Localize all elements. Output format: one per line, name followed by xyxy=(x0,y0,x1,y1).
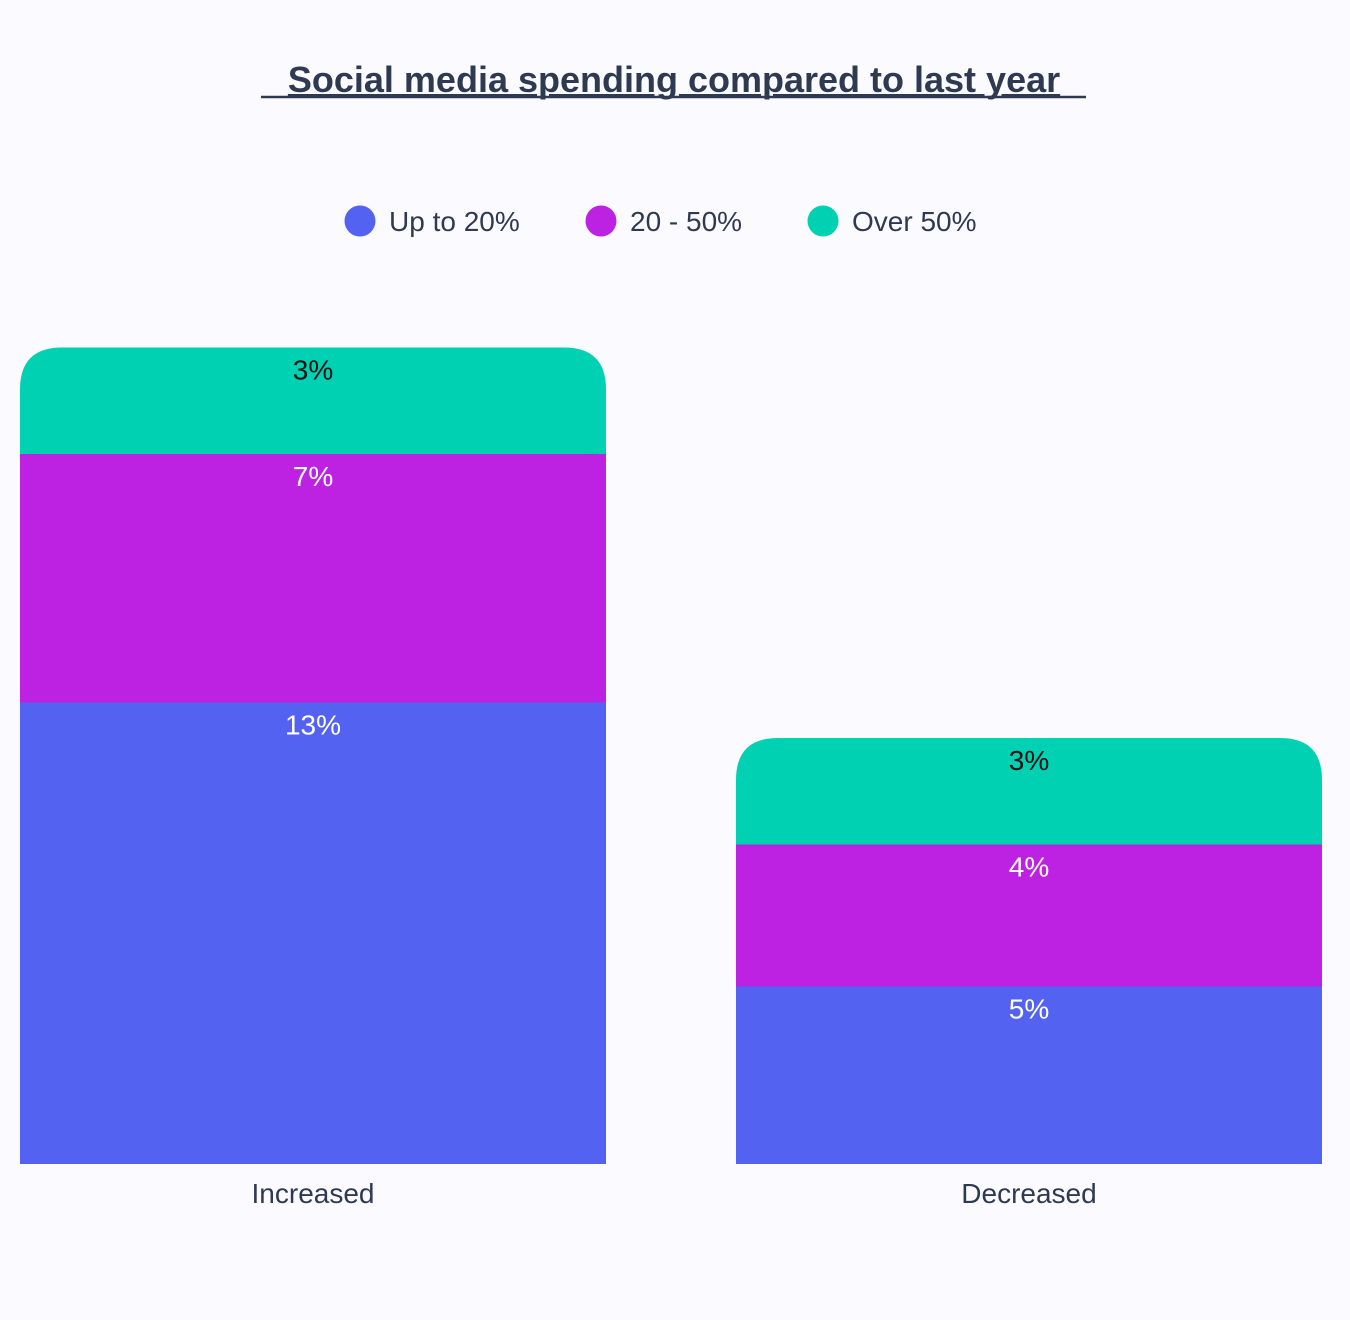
category-label-decreased: Decreased xyxy=(961,1178,1096,1209)
data-label-increased-2: 7% xyxy=(293,461,333,492)
chart-title: Social media spending compared to last y… xyxy=(288,59,1060,100)
data-label-increased-3: 3% xyxy=(293,355,333,386)
legend-label-3: Over 50% xyxy=(852,206,977,237)
data-label-decreased-2: 4% xyxy=(1009,852,1049,883)
bar-segment-decreased-2 xyxy=(736,844,1322,987)
legend-swatch-3 xyxy=(807,205,839,237)
category-label-increased: Increased xyxy=(252,1178,375,1209)
data-label-increased-1: 13% xyxy=(285,710,341,741)
bar-segment-increased-3 xyxy=(20,347,606,454)
bar-segment-increased-1 xyxy=(20,702,606,1164)
bar-segment-increased-2 xyxy=(20,454,606,703)
bar-segment-decreased-1 xyxy=(736,986,1322,1164)
category-labels: Increased Decreased xyxy=(252,1178,1097,1209)
legend-label-1: Up to 20% xyxy=(389,206,520,237)
legend-swatch-1 xyxy=(344,205,376,237)
legend-swatch-2 xyxy=(585,205,617,237)
data-label-decreased-1: 5% xyxy=(1009,994,1049,1025)
legend: Up to 20% 20 - 50% Over 50% xyxy=(344,205,977,237)
data-label-decreased-3: 3% xyxy=(1009,745,1049,776)
bars: 13% 7% 3% 5% 4% 3% xyxy=(20,347,1322,1164)
legend-label-2: 20 - 50% xyxy=(630,206,742,237)
bar-segment-decreased-3 xyxy=(736,738,1322,845)
